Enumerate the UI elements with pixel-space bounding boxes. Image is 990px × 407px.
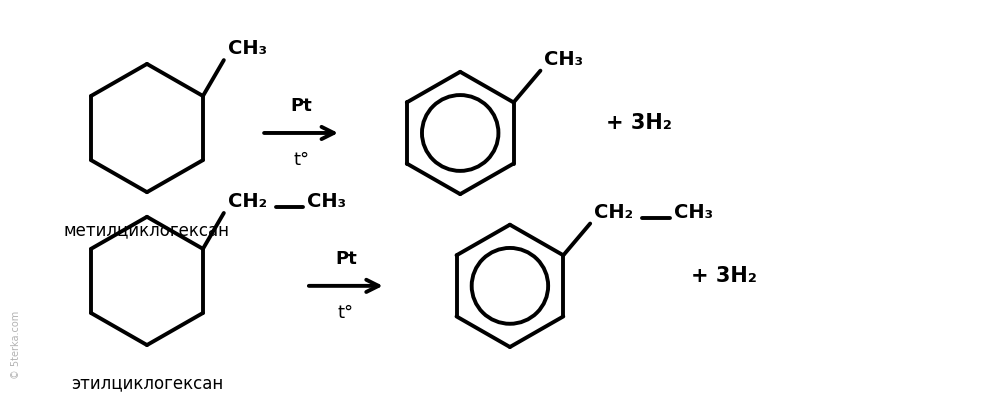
Text: этилциклогексан: этилциклогексан xyxy=(71,374,223,393)
Text: t°: t° xyxy=(293,151,309,169)
Text: CH₂: CH₂ xyxy=(228,192,267,211)
Text: © 5terka.com: © 5terka.com xyxy=(11,311,21,379)
Text: CH₃: CH₃ xyxy=(307,192,346,211)
Text: CH₂: CH₂ xyxy=(594,203,634,221)
Text: t°: t° xyxy=(338,304,353,322)
Text: CH₃: CH₃ xyxy=(544,50,583,69)
Text: + 3H₂: + 3H₂ xyxy=(691,266,756,286)
Text: + 3H₂: + 3H₂ xyxy=(606,113,672,133)
Text: CH₃: CH₃ xyxy=(673,203,713,221)
Text: Pt: Pt xyxy=(290,97,312,115)
Text: CH₃: CH₃ xyxy=(228,39,266,58)
Text: метилциклогексан: метилциклогексан xyxy=(64,222,230,240)
Text: Pt: Pt xyxy=(335,250,356,268)
